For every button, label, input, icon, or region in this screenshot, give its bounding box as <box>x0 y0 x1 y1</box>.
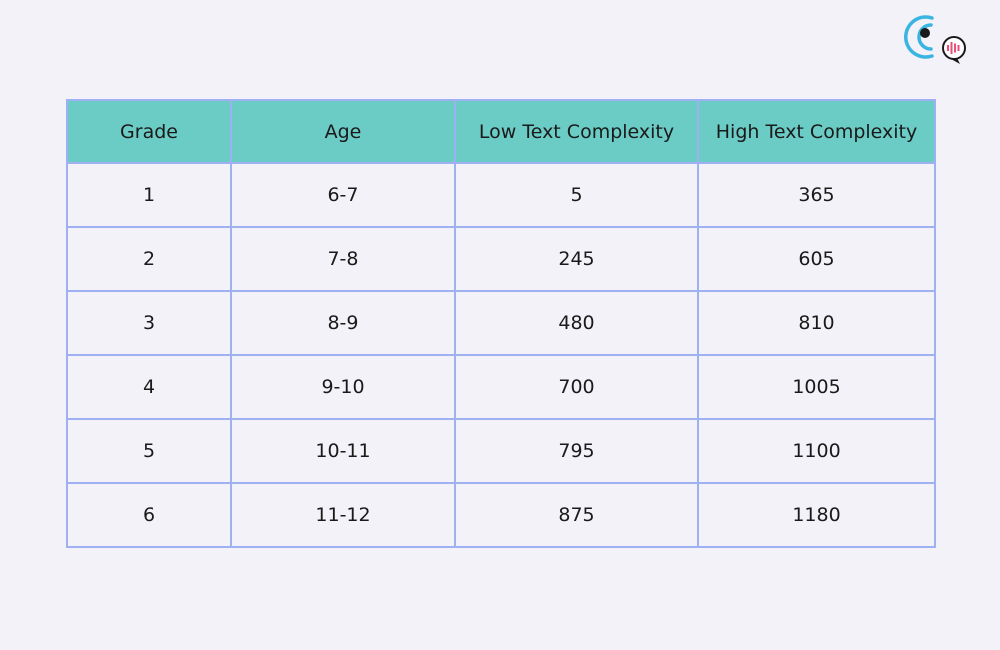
cell-age: 9-10 <box>230 354 456 420</box>
cell-high-complexity: 1100 <box>697 418 936 484</box>
cell-age: 6-7 <box>230 162 456 228</box>
cell-high-complexity: 365 <box>697 162 936 228</box>
header-grade: Grade <box>66 99 232 164</box>
brand-logo-icon <box>898 10 972 66</box>
header-high-text-complexity: High Text Complexity <box>697 99 936 164</box>
cell-high-complexity: 605 <box>697 226 936 292</box>
cell-low-complexity: 245 <box>454 226 699 292</box>
header-age: Age <box>230 99 456 164</box>
cell-grade: 5 <box>66 418 232 484</box>
cell-age: 8-9 <box>230 290 456 356</box>
cell-grade: 1 <box>66 162 232 228</box>
cell-high-complexity: 810 <box>697 290 936 356</box>
cell-grade: 3 <box>66 290 232 356</box>
header-low-text-complexity: Low Text Complexity <box>454 99 699 164</box>
cell-low-complexity: 5 <box>454 162 699 228</box>
cell-high-complexity: 1180 <box>697 482 936 548</box>
table-row: 6 11-12 875 1180 <box>66 482 936 548</box>
table-row: 5 10-11 795 1100 <box>66 418 936 484</box>
cell-age: 11-12 <box>230 482 456 548</box>
table-row: 1 6-7 5 365 <box>66 162 936 228</box>
cell-grade: 2 <box>66 226 232 292</box>
table-row: 3 8-9 480 810 <box>66 290 936 356</box>
text-complexity-table: Grade Age Low Text Complexity High Text … <box>66 99 936 548</box>
table-header-row: Grade Age Low Text Complexity High Text … <box>66 99 936 164</box>
cell-grade: 6 <box>66 482 232 548</box>
table-row: 2 7-8 245 605 <box>66 226 936 292</box>
data-table: Grade Age Low Text Complexity High Text … <box>66 99 936 548</box>
cell-low-complexity: 795 <box>454 418 699 484</box>
table-row: 4 9-10 700 1005 <box>66 354 936 420</box>
cell-grade: 4 <box>66 354 232 420</box>
cell-low-complexity: 480 <box>454 290 699 356</box>
cell-age: 10-11 <box>230 418 456 484</box>
cell-low-complexity: 875 <box>454 482 699 548</box>
cell-high-complexity: 1005 <box>697 354 936 420</box>
cell-low-complexity: 700 <box>454 354 699 420</box>
cell-age: 7-8 <box>230 226 456 292</box>
